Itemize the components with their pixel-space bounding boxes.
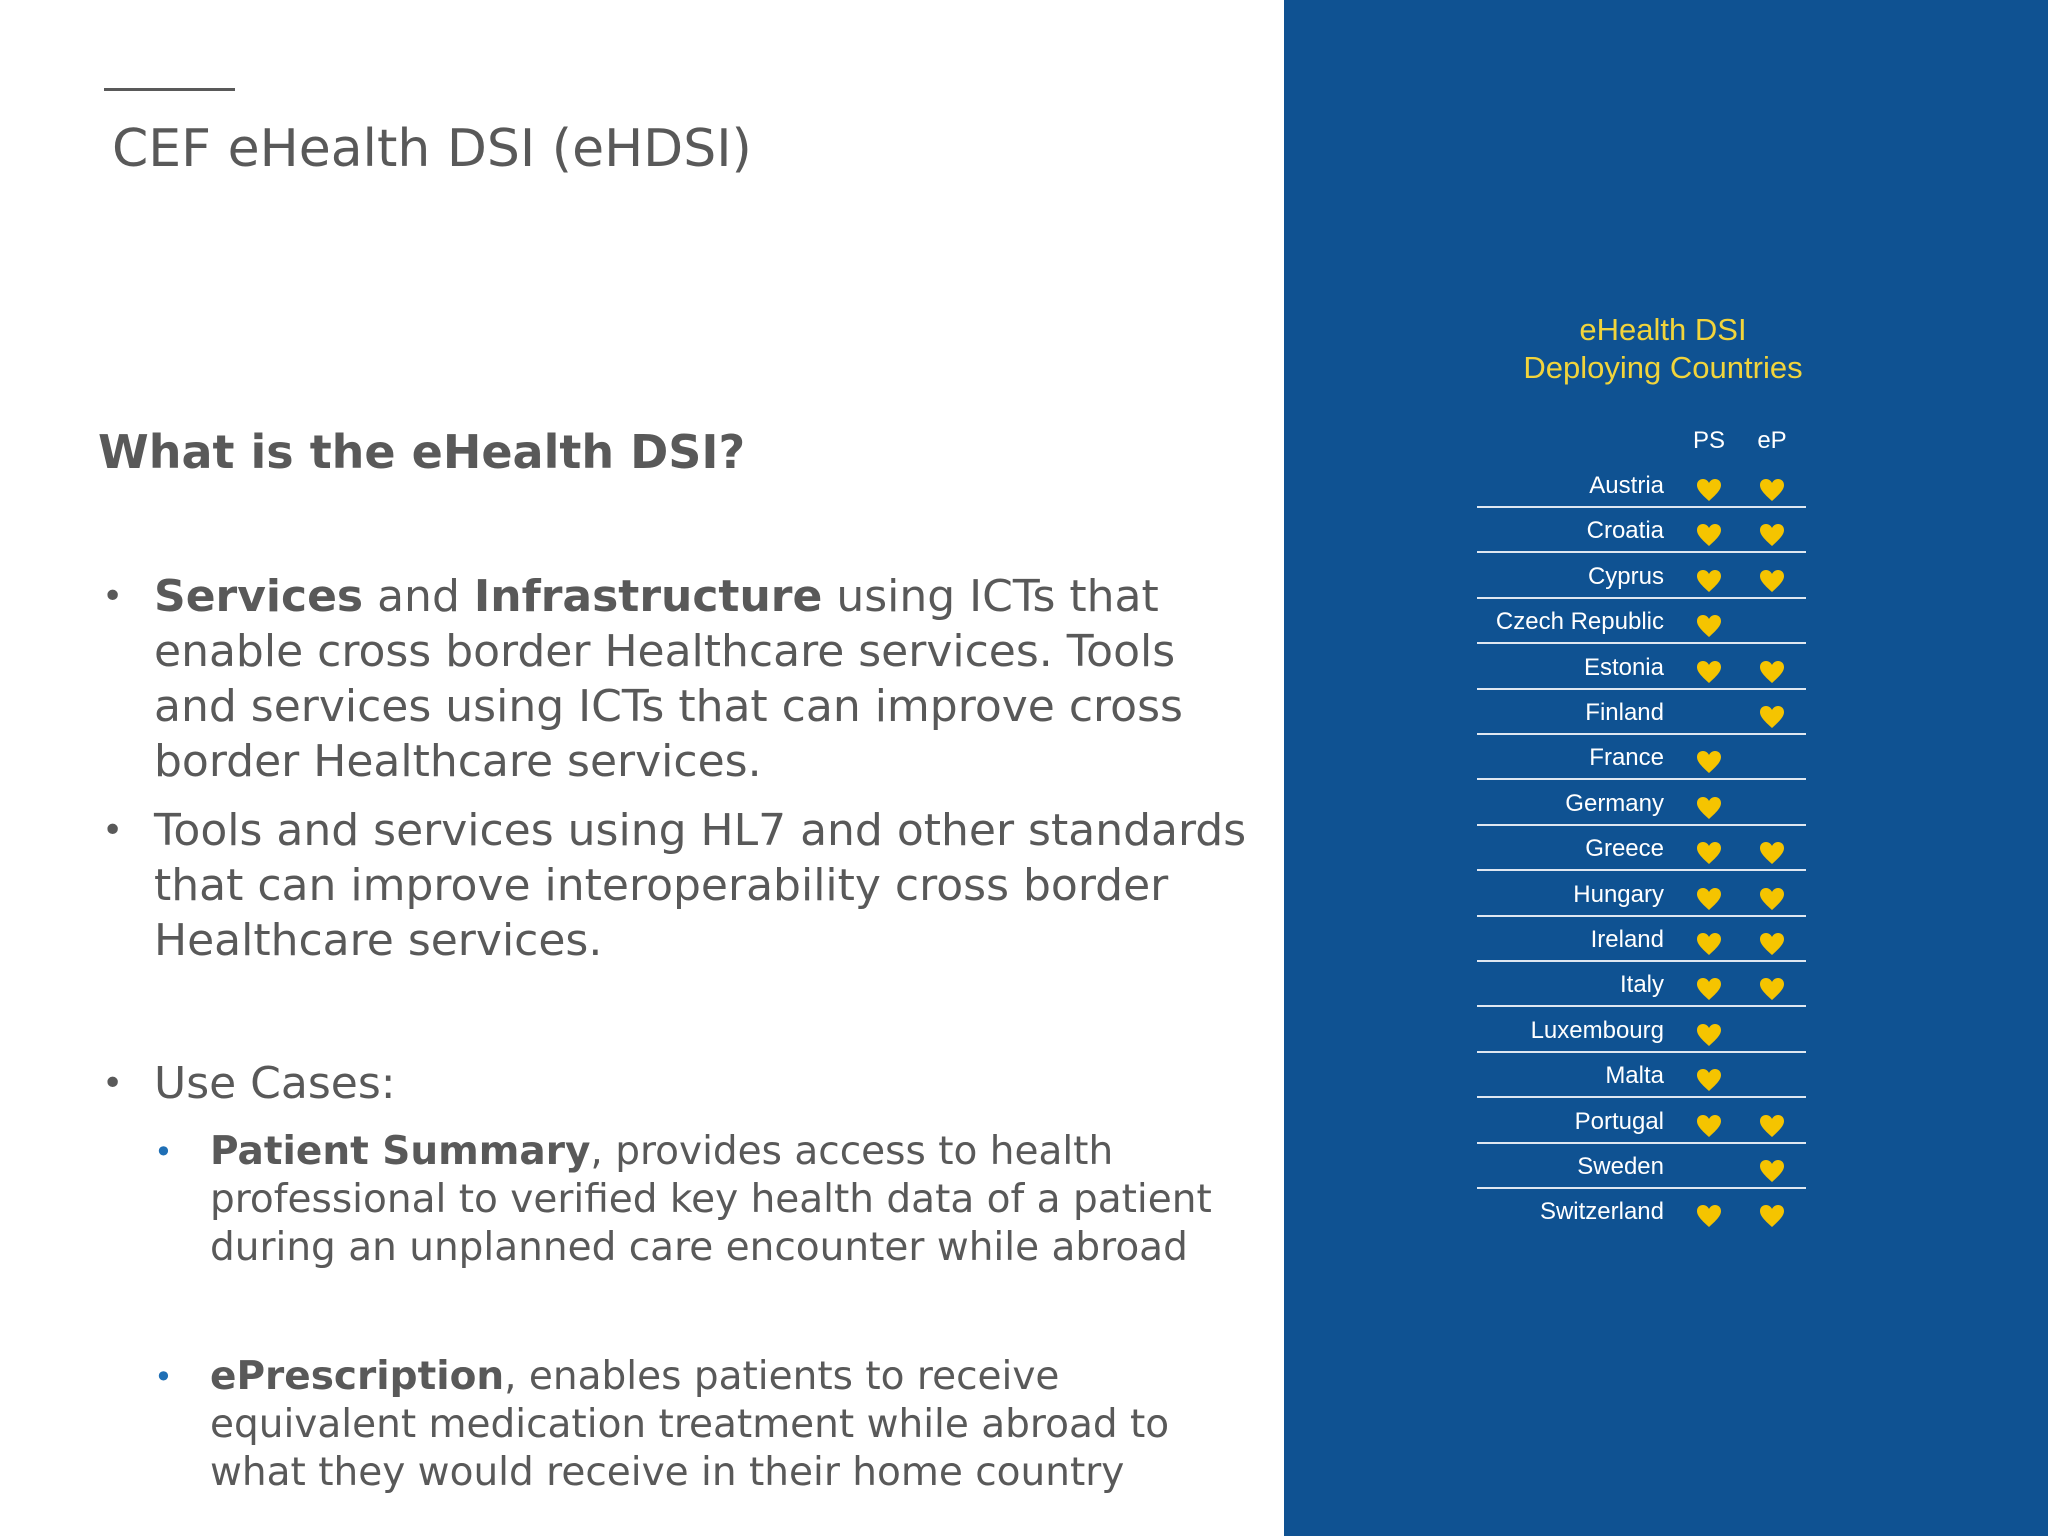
row-separator bbox=[1477, 733, 1806, 735]
country-name: Finland bbox=[1585, 699, 1664, 726]
heart-icon bbox=[1697, 796, 1721, 819]
country-name: Portugal bbox=[1574, 1107, 1664, 1135]
row-separator bbox=[1477, 1005, 1806, 1008]
country-name: Switzerland bbox=[1539, 1198, 1664, 1226]
heart-icon bbox=[1760, 479, 1784, 501]
heart-icon bbox=[1697, 1023, 1721, 1046]
bold-text: Services bbox=[154, 571, 364, 622]
heart-icon bbox=[1697, 479, 1721, 501]
row-separator bbox=[1477, 823, 1806, 826]
country-name: Greece bbox=[1585, 835, 1664, 863]
heart-icon bbox=[1697, 842, 1721, 865]
bold-text: ePrescription bbox=[210, 1354, 505, 1399]
heart-icon bbox=[1697, 933, 1721, 955]
heart-icon bbox=[1697, 1069, 1721, 1092]
text: , provides access to health professional… bbox=[210, 1129, 1212, 1270]
bullet-item: • Use Cases: bbox=[102, 1056, 1254, 1111]
country-name: Malta bbox=[1605, 1062, 1664, 1090]
bullet-dot: • bbox=[102, 810, 124, 851]
heart-icon bbox=[1697, 887, 1721, 910]
panel-title: eHealth DSI Deploying Countries bbox=[1463, 311, 1863, 387]
sub-bullet-item: • ePrescription, enables patients to rece… bbox=[154, 1353, 1270, 1497]
title-rule bbox=[104, 88, 235, 91]
heart-icon bbox=[1697, 1114, 1721, 1137]
section-heading: What is the eHealth DSI? bbox=[98, 425, 746, 479]
text: Use Cases: bbox=[154, 1058, 396, 1109]
side-panel bbox=[1284, 0, 2048, 1536]
text: using ICTs that enable cross border Heal… bbox=[154, 571, 1183, 787]
heart-icon bbox=[1760, 842, 1784, 865]
heart-icon bbox=[1760, 1205, 1784, 1228]
heart-icon bbox=[1760, 887, 1784, 910]
row-separator bbox=[1477, 1096, 1806, 1099]
row-separator bbox=[1477, 1187, 1806, 1189]
row-separator bbox=[1477, 596, 1806, 599]
heart-icon bbox=[1697, 978, 1721, 1001]
slide-title: CEF eHealth DSI (eHDSI) bbox=[112, 119, 752, 179]
bullet-dot: • bbox=[102, 1063, 124, 1104]
heart-icon bbox=[1760, 978, 1784, 1001]
bullet-item: • Services and Infrastructure using ICTs … bbox=[102, 569, 1254, 789]
row-separator bbox=[1477, 778, 1806, 781]
country-name: Hungary bbox=[1573, 880, 1664, 908]
row-separator bbox=[1477, 960, 1806, 962]
heart-icon bbox=[1760, 706, 1784, 728]
country-name: Cyprus bbox=[1587, 562, 1664, 590]
heart-icon bbox=[1697, 569, 1721, 592]
country-name: Italy bbox=[1619, 971, 1664, 999]
heart-icon bbox=[1760, 933, 1784, 955]
bold-text: Patient Summary bbox=[210, 1129, 591, 1174]
heart-icon bbox=[1697, 524, 1721, 547]
heart-icon bbox=[1760, 660, 1784, 683]
country-name: Sweden bbox=[1577, 1153, 1664, 1180]
bullet-dot: • bbox=[102, 576, 124, 617]
bullet-item: • Tools and services using HL7 and other … bbox=[102, 803, 1254, 968]
row-separator bbox=[1477, 1141, 1806, 1144]
text: Tools and services using HL7 and other s… bbox=[154, 805, 1247, 966]
text: and bbox=[363, 571, 474, 622]
bold-text: Infrastructure bbox=[473, 571, 823, 622]
panel-title-line: eHealth DSI bbox=[1579, 312, 1747, 347]
heart-icon bbox=[1760, 524, 1784, 547]
bullet-dot: • bbox=[154, 1133, 173, 1171]
sub-bullet-item: • Patient Summary, provides access to hea… bbox=[154, 1128, 1270, 1272]
row-separator bbox=[1477, 506, 1806, 508]
country-name: Estonia bbox=[1583, 653, 1664, 681]
country-name: Czech Republic bbox=[1495, 608, 1664, 636]
heart-icon bbox=[1760, 569, 1784, 592]
row-separator bbox=[1477, 869, 1806, 872]
panel-title-line: Deploying Countries bbox=[1523, 350, 1803, 385]
heart-icon bbox=[1697, 1205, 1721, 1228]
country-name: Luxembourg bbox=[1530, 1016, 1664, 1044]
row-separator bbox=[1477, 551, 1806, 554]
column-header: eP bbox=[1757, 427, 1787, 454]
country-name: France bbox=[1589, 744, 1664, 772]
column-header: PS bbox=[1692, 427, 1725, 454]
row-separator bbox=[1477, 687, 1806, 690]
bullet-dot: • bbox=[154, 1358, 173, 1396]
heart-icon bbox=[1697, 751, 1721, 774]
row-separator bbox=[1477, 914, 1806, 917]
heart-icon bbox=[1760, 1160, 1784, 1182]
row-separator bbox=[1477, 1050, 1806, 1053]
row-separator bbox=[1477, 642, 1806, 645]
heart-icon bbox=[1760, 1114, 1784, 1137]
heart-icon bbox=[1697, 615, 1721, 638]
country-name: Ireland bbox=[1590, 926, 1664, 953]
country-name: Austria bbox=[1589, 472, 1664, 499]
text: , enables patients to receive equivalent… bbox=[210, 1354, 1170, 1495]
country-name: Croatia bbox=[1586, 517, 1664, 545]
country-name: Germany bbox=[1565, 789, 1664, 817]
heart-icon bbox=[1697, 660, 1721, 683]
